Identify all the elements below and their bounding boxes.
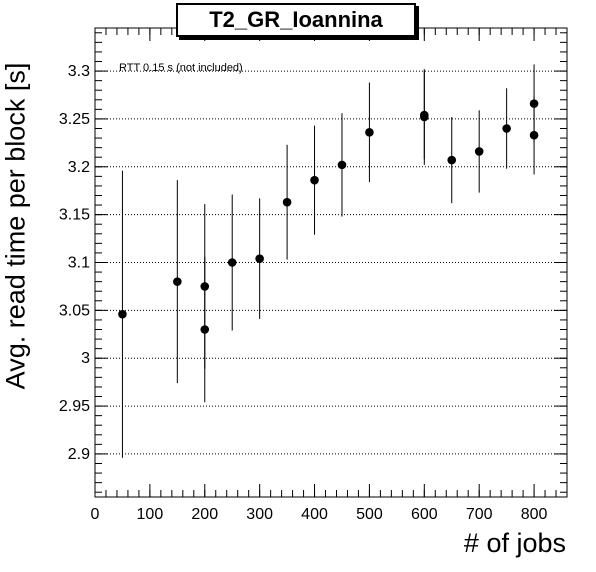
y-tick-label: 3.25 [59,111,90,128]
data-point [200,282,210,291]
y-tick-label: 2.9 [68,446,90,463]
data-point [118,309,127,319]
x-tick-label: 600 [411,506,438,523]
x-tick-label: 700 [466,506,493,523]
axis-ticks [94,28,568,497]
plot-frame [94,27,568,498]
data-point [227,258,237,267]
y-tick-label: 3.3 [68,63,90,80]
x-tick-label: 100 [137,506,164,523]
data-point [529,99,539,108]
data-points [118,99,539,334]
y-axis-label: Avg. read time per block [s] [0,62,31,390]
grid-lines [95,70,567,455]
y-tick-label: 3 [81,350,90,367]
data-point [200,325,210,334]
x-tick-label: 300 [246,506,273,523]
data-point [447,155,457,165]
data-point [474,147,484,156]
y-tick-label: 3.15 [59,207,90,224]
x-tick-label: 500 [356,506,383,523]
data-point [173,277,182,286]
y-tick-label: 3.2 [68,159,90,176]
y-tick-label: 2.95 [59,398,90,415]
data-point [255,254,264,263]
chart-title: T2_GR_Ioannina [176,3,416,37]
error-bars [121,64,535,458]
data-point [529,130,539,140]
x-tick-label: 0 [91,506,100,523]
data-point [310,175,319,185]
data-point [337,160,347,170]
x-tick-label: 200 [191,506,218,523]
y-tick-label: 3.05 [59,302,90,319]
y-tick-label: 3.1 [68,255,90,272]
x-axis-label: # of jobs [463,528,566,558]
x-tick-label: 400 [301,506,328,523]
data-point [502,124,511,133]
data-point [420,110,429,120]
data-point [365,128,374,137]
data-point [282,197,292,207]
tick-labels: 2.9 2.95 3 3.05 3.1 3.15 3.2 3.25 3.3 0 100 200 300 4… [59,63,548,523]
rtt-annotation: RTT 0.15 s (not included) [119,62,243,74]
x-tick-label: 800 [521,506,548,523]
